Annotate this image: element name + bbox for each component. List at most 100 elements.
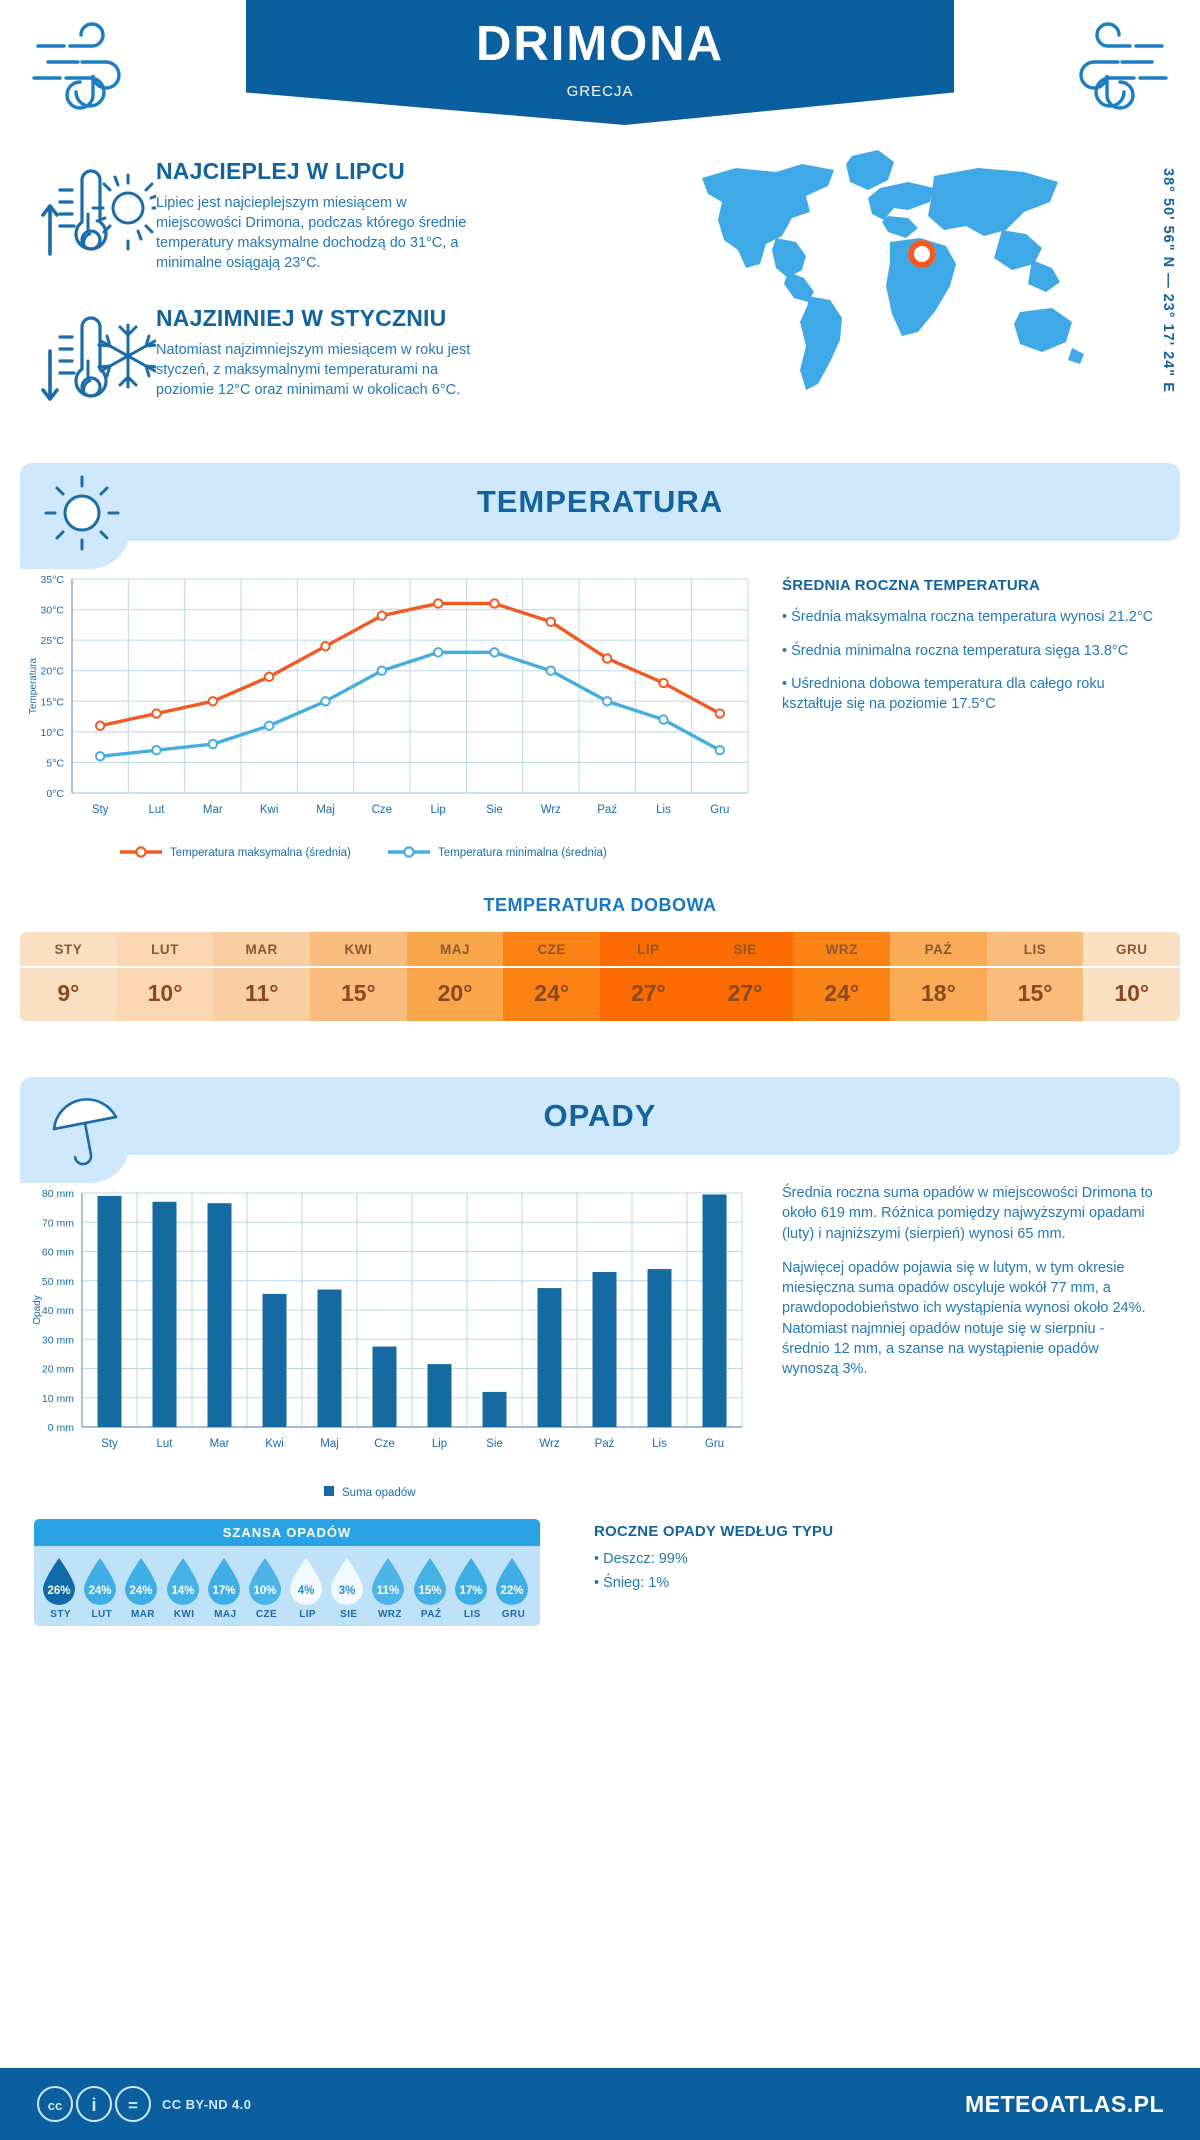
annual-temperature-item: • Średnia minimalna roczna temperatura s…	[782, 642, 1129, 659]
svg-text:Lis: Lis	[656, 804, 671, 816]
svg-text:22%: 22%	[500, 1585, 523, 1597]
svg-text:0 mm: 0 mm	[48, 1422, 75, 1434]
daily-temp-divider	[116, 966, 214, 968]
chance-of-precipitation-month: WRZ	[377, 1609, 402, 1620]
creative-commons-icons: cc i =	[37, 2086, 151, 2122]
coldest-block: NAJZIMNIEJ W STYCZNIU Natomiast najzimni…	[36, 303, 1200, 419]
svg-text:10 mm: 10 mm	[42, 1393, 74, 1405]
chance-of-precipitation-column: 3% SIE	[328, 1556, 369, 1620]
svg-text:60 mm: 60 mm	[42, 1247, 74, 1259]
annual-temperature-item: • Średnia maksymalna roczna temperatura …	[782, 609, 1154, 625]
daily-temp-divider	[986, 966, 1084, 968]
svg-text:70 mm: 70 mm	[42, 1217, 74, 1229]
chance-of-precipitation-month: LUT	[91, 1609, 113, 1620]
coldest-paragraph: Natomiast najzimniejszym miesiącem w rok…	[156, 342, 471, 398]
coordinates-label: 38° 50' 56" N — 23° 17' 24" E	[1160, 168, 1176, 393]
daily-temperature-title: TEMPERATURA DOBOWA	[483, 895, 717, 915]
daily-temp-divider	[793, 966, 891, 968]
svg-text:10°C: 10°C	[41, 727, 65, 739]
daily-temp-month: PAŹ	[924, 942, 953, 957]
daily-temp-month: LUT	[151, 942, 179, 957]
daily-temp-column: MAR 11°	[213, 932, 311, 1021]
svg-text:0°C: 0°C	[46, 788, 64, 800]
chance-of-precipitation-column: 11% WRZ	[369, 1556, 410, 1620]
daily-temp-column: LUT 10°	[116, 932, 214, 1021]
chance-of-precipitation-column: 4% LIP	[287, 1556, 328, 1620]
precipitation-bar-chart: 0 mm 10 mm 20 mm 30 mm 40 mm 50 mm 60 mm 70 mm 8…	[20, 1179, 760, 1501]
annual-temperature-item: • Uśredniona dobowa temperatura dla całe…	[782, 676, 1105, 712]
daily-temp-value: 27°	[630, 980, 666, 1006]
daily-temp-divider	[696, 966, 794, 968]
daily-temp-divider	[1083, 966, 1180, 968]
svg-text:20 mm: 20 mm	[42, 1364, 74, 1376]
svg-text:Suma opadów: Suma opadów	[342, 1487, 416, 1499]
svg-text:Kwi: Kwi	[265, 1438, 284, 1450]
sun-banner-icon	[42, 473, 122, 553]
daily-temp-value: 15°	[340, 980, 376, 1006]
svg-text:Temperatura maksymalna (średni: Temperatura maksymalna (średnia)	[170, 847, 351, 859]
daily-temp-column: SIE 27°	[696, 932, 794, 1021]
daily-temp-value: 18°	[920, 980, 956, 1006]
daily-temp-column: STY 9°	[20, 932, 117, 1021]
svg-text:Opady: Opady	[32, 1295, 43, 1324]
svg-text:Sie: Sie	[486, 1438, 503, 1450]
chance-of-precipitation-column: 17% MAJ	[205, 1556, 246, 1620]
svg-text:30 mm: 30 mm	[42, 1334, 74, 1346]
daily-temp-month: CZE	[537, 942, 566, 957]
daily-temp-value: 10°	[147, 980, 183, 1006]
chance-of-precipitation-month: MAR	[130, 1609, 155, 1620]
svg-text:=: =	[128, 2096, 138, 2115]
chance-of-precipitation-title: SZANSA OPADÓW	[34, 1519, 540, 1546]
water-drop-icon: 24%	[125, 1558, 158, 1605]
svg-text:Lut: Lut	[157, 1438, 174, 1450]
daily-temp-value: 11°	[244, 980, 279, 1006]
precipitation-banner-title: OPADY	[543, 1098, 657, 1133]
precipitation-side-text: Średnia roczna suma opadów w miejscowośc…	[760, 1179, 1154, 1501]
license-group: cc i = CC BY-ND 4.0	[36, 2085, 251, 2123]
precipitation-types-heading: ROCZNE OPADY WEDŁUG TYPU	[594, 1523, 834, 1540]
warmest-icons	[36, 156, 156, 272]
svg-text:Cze: Cze	[374, 1438, 394, 1450]
svg-text:30°C: 30°C	[41, 605, 65, 617]
coldest-heading: NAJZIMNIEJ W STYCZNIU	[156, 305, 447, 331]
svg-text:Temperatura minimalna (średnia: Temperatura minimalna (średnia)	[438, 847, 607, 859]
daily-temp-divider	[503, 966, 601, 968]
chance-of-precipitation-column: 15% PAŹ	[411, 1556, 452, 1620]
svg-text:Kwi: Kwi	[260, 804, 279, 816]
footer: cc i = CC BY-ND 4.0 METEOATLAS.PL	[0, 2068, 1200, 2140]
water-drop-icon: 17%	[207, 1558, 240, 1605]
svg-text:Lut: Lut	[149, 804, 166, 816]
daily-temp-column: LIS 15°	[986, 932, 1084, 1021]
svg-text:Lis: Lis	[652, 1438, 667, 1450]
water-drop-icon: 11%	[372, 1558, 405, 1605]
water-drop-icon: 10%	[248, 1558, 281, 1605]
chance-of-precipitation-column: 24% LUT	[81, 1556, 122, 1620]
daily-temp-month: MAJ	[440, 942, 471, 957]
precipitation-banner: OPADY	[20, 1077, 1180, 1183]
annual-temperature-heading: ŚREDNIA ROCZNA TEMPERATURA	[782, 577, 1040, 594]
climate-summary: NAJCIEPLEJ W LIPCU Lipiec jest najcieple…	[0, 156, 1200, 419]
svg-text:80 mm: 80 mm	[42, 1188, 74, 1200]
svg-text:Cze: Cze	[372, 804, 392, 816]
coldest-text-group: NAJZIMNIEJ W STYCZNIU Natomiast najzimni…	[156, 303, 486, 400]
svg-text:3%: 3%	[339, 1585, 356, 1597]
coldest-icons	[36, 303, 156, 419]
warmest-text-group: NAJCIEPLEJ W LIPCU Lipiec jest najcieple…	[156, 156, 486, 273]
chance-of-precipitation-column: 17% LIS	[452, 1556, 493, 1620]
water-drop-icon: 14%	[166, 1558, 199, 1605]
daily-temp-column: MAJ 20°	[406, 932, 504, 1021]
temperature-banner-title: TEMPERATURA	[476, 484, 724, 519]
svg-text:5°C: 5°C	[46, 757, 64, 769]
temperature-chart-row: 0°C 5°C 10°C 15°C 20°C 25°C 30°C 35°C Sty Lut Mar K…	[0, 541, 1200, 847]
svg-text:Sty: Sty	[101, 1438, 118, 1450]
daily-temp-value: 24°	[824, 980, 860, 1006]
daily-temp-divider	[406, 966, 504, 968]
svg-text:11%: 11%	[377, 1585, 399, 1597]
svg-text:Mar: Mar	[210, 1438, 230, 1450]
svg-text:15°C: 15°C	[41, 696, 65, 708]
title-banner: DRIMONA GRECJA	[246, 0, 954, 125]
precipitation-chart-row: 0 mm 10 mm 20 mm 30 mm 40 mm 50 mm 60 mm 70 mm 8…	[0, 1155, 1200, 1501]
wind-decoration-left-icon	[26, 20, 156, 116]
chance-of-precipitation-column: 22% GRU	[493, 1556, 534, 1620]
svg-text:24%: 24%	[130, 1585, 153, 1597]
